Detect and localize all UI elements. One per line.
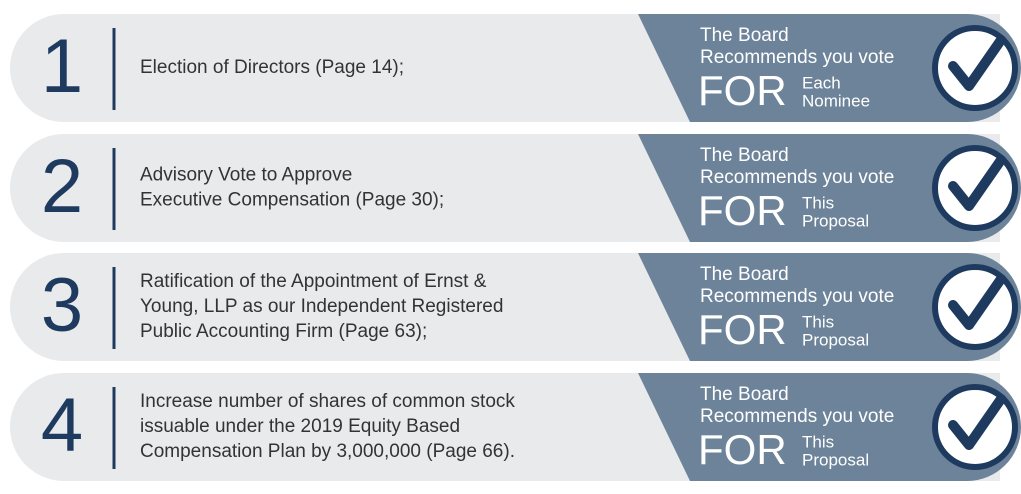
check-mark — [948, 35, 1006, 91]
rec-line2: Recommends you vote — [700, 47, 894, 68]
agenda-row: 4 Increase number of shares of common sto… — [10, 373, 1021, 481]
item-description: Young, LLP as our Independent Registered — [140, 296, 503, 317]
item-description: Election of Directors (Page 14); — [140, 57, 404, 78]
rec-line1: The Board — [700, 384, 789, 405]
item-description: Public Accounting Firm (Page 63); — [140, 321, 427, 342]
rec-detail: Proposal — [802, 330, 869, 349]
item-description: Ratification of the Appointment of Ernst… — [140, 271, 487, 292]
item-number: 2 — [41, 144, 83, 229]
rec-detail: Proposal — [802, 211, 869, 230]
item-description: issuable under the 2019 Equity Based — [140, 416, 460, 437]
item-description: Increase number of shares of common stoc… — [140, 391, 515, 412]
rec-line2: Recommends you vote — [700, 406, 894, 427]
check-mark — [948, 394, 1006, 450]
agenda-row: 3 Ratification of the Appointment of Erns… — [10, 253, 1021, 361]
rec-detail: This — [802, 193, 834, 212]
item-description: Advisory Vote to Approve — [140, 165, 352, 186]
rec-line2: Recommends you vote — [700, 167, 894, 188]
rec-line1: The Board — [700, 25, 789, 46]
recommendation-panel — [638, 373, 1021, 481]
rec-vote: FOR — [698, 426, 787, 473]
rec-detail: This — [802, 312, 834, 331]
item-description: Executive Compensation (Page 30); — [140, 190, 444, 211]
rec-line1: The Board — [700, 264, 789, 285]
recommendation-panel — [638, 134, 1021, 242]
item-description: Compensation Plan by 3,000,000 (Page 66)… — [140, 441, 515, 462]
item-number: 1 — [41, 24, 83, 109]
rec-detail: Proposal — [802, 450, 869, 469]
rec-detail: This — [802, 432, 834, 451]
item-number: 4 — [41, 383, 83, 468]
rec-vote: FOR — [698, 67, 787, 114]
recommendation-panel — [638, 14, 1021, 122]
rec-detail: Each — [802, 73, 841, 92]
rec-vote: FOR — [698, 306, 787, 353]
agenda-row: 2 Advisory Vote to Approve Executive Compe… — [10, 134, 1021, 242]
item-number: 3 — [41, 263, 83, 348]
agenda-row: 1 Election of Directors (Page 14); The Boa… — [10, 14, 1021, 122]
rec-detail: Nominee — [802, 91, 870, 110]
recommendation-panel — [638, 253, 1021, 361]
rec-vote: FOR — [698, 187, 787, 234]
check-mark — [948, 274, 1006, 330]
rec-line2: Recommends you vote — [700, 286, 894, 307]
rec-line1: The Board — [700, 145, 789, 166]
check-mark — [948, 155, 1006, 211]
